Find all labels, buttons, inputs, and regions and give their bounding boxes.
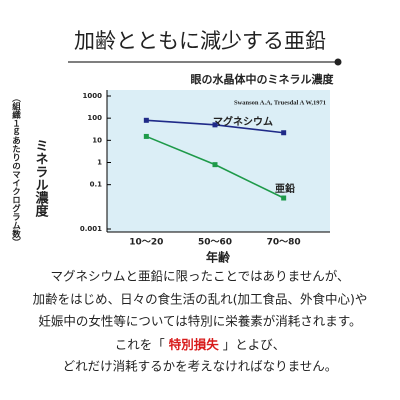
data-point bbox=[281, 195, 287, 201]
underline-dot bbox=[334, 58, 342, 66]
data-point bbox=[212, 122, 218, 128]
emphasis: 特別損失 bbox=[169, 337, 220, 352]
body-line: 妊娠中の女性等については特別に栄養素が消耗されます。 bbox=[38, 314, 361, 329]
body-line: マグネシウムと亜鉛に限ったことではありませんが、 bbox=[50, 269, 349, 284]
body-text: 」とよび、 bbox=[223, 337, 286, 352]
chart-title: 眼の水晶体中のミネラル濃度 bbox=[191, 72, 335, 86]
y-axis-label: ミネラル濃度 bbox=[33, 139, 49, 218]
source: Swanson A.A, Truesdal A W,1971 bbox=[234, 99, 326, 106]
y-tick-label: 0.001 bbox=[80, 225, 102, 233]
y-tick-label: 100 bbox=[87, 114, 102, 122]
body-line: これを「 特別損失 」とよび、 bbox=[115, 337, 286, 352]
body-text: これを「 bbox=[115, 337, 166, 352]
y-tick-label: 10 bbox=[92, 136, 102, 144]
body-line: 加齢をはじめ、日々の食生活の乱れ(加工食品、外食中心)や bbox=[33, 292, 368, 307]
y-tick-label: 0.1 bbox=[90, 181, 103, 189]
x-tick-label: 70〜80 bbox=[267, 238, 301, 248]
body-line: どれだけ消耗するかを考えなければなりません。 bbox=[63, 359, 338, 374]
x-tick-label: 10〜20 bbox=[129, 238, 163, 248]
series-label: 亜鉛 bbox=[275, 182, 295, 195]
y-tick-label: 1000 bbox=[83, 92, 103, 100]
y-axis-note: （組織１ｇあたりのマイクログラム数） bbox=[11, 94, 22, 247]
x-tick-label: 50〜60 bbox=[198, 238, 232, 248]
series-label: マグネシウム bbox=[213, 115, 273, 128]
plot-area bbox=[107, 90, 330, 232]
x-axis-label: 年齢 bbox=[206, 250, 231, 265]
data-point bbox=[143, 117, 149, 123]
y-tick-label: 1 bbox=[97, 159, 102, 167]
data-point bbox=[143, 133, 149, 139]
data-point bbox=[212, 162, 218, 168]
data-point bbox=[281, 130, 287, 136]
page-title: 加齢とともに減少する亜鉛 bbox=[74, 29, 326, 53]
